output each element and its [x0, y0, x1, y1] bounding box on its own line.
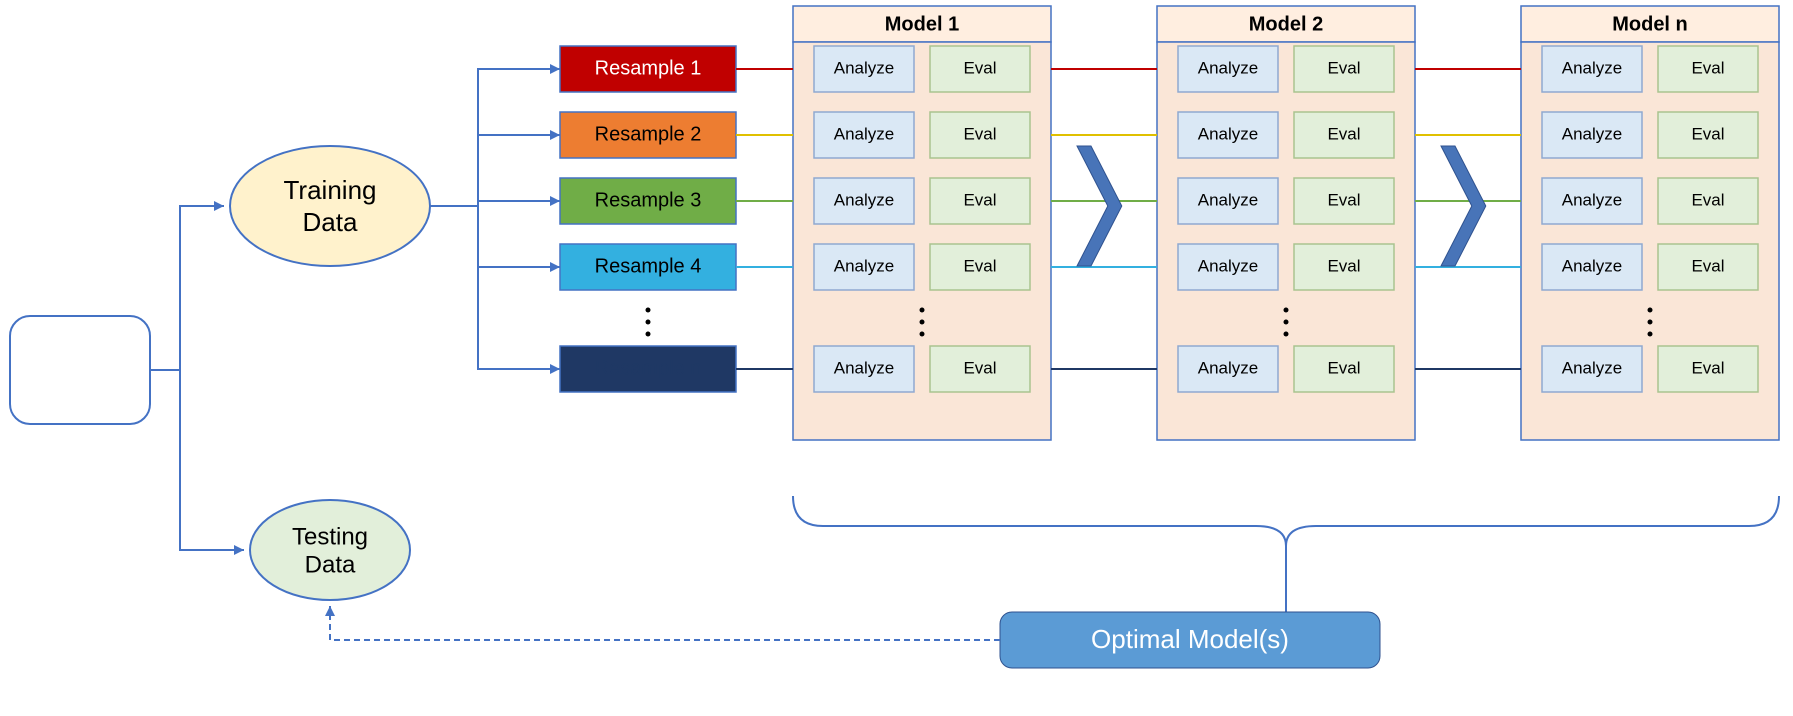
- edge-source-to-training: [150, 206, 224, 370]
- analyze-label: Analyze: [1198, 256, 1258, 275]
- analyze-label: Analyze: [1562, 190, 1622, 209]
- source-box: [10, 316, 150, 424]
- eval-label: Eval: [1691, 190, 1724, 209]
- resample-label: Resample 3: [595, 189, 702, 211]
- eval-label: Eval: [1327, 124, 1360, 143]
- ellipsis-dot: [1648, 308, 1653, 313]
- chevron-icon: [1441, 146, 1486, 266]
- eval-label: Eval: [963, 256, 996, 275]
- ellipsis-dot: [1648, 332, 1653, 337]
- resample-label: Resample 4: [595, 255, 702, 277]
- eval-label: Eval: [963, 358, 996, 377]
- ellipsis-dot: [1284, 332, 1289, 337]
- ellipsis-dot: [920, 320, 925, 325]
- eval-label: Eval: [1691, 256, 1724, 275]
- optimal-label: Optimal Model(s): [1091, 624, 1289, 654]
- testing-label-top: Testing: [292, 523, 368, 550]
- ellipsis-dot: [646, 332, 651, 337]
- edge-source-to-testing: [150, 370, 244, 550]
- ellipsis-dot: [920, 332, 925, 337]
- model-title: Model 1: [885, 13, 959, 35]
- edge-training-to-resample: [430, 135, 560, 206]
- analyze-label: Analyze: [1562, 358, 1622, 377]
- eval-label: Eval: [963, 58, 996, 77]
- eval-label: Eval: [1691, 124, 1724, 143]
- chevron-icon: [1077, 146, 1122, 266]
- resample-label: Resample 2: [595, 123, 702, 145]
- brace: [793, 496, 1779, 546]
- ellipsis-dot: [1284, 320, 1289, 325]
- eval-label: Eval: [1327, 256, 1360, 275]
- ellipsis-dot: [1648, 320, 1653, 325]
- analyze-label: Analyze: [1198, 358, 1258, 377]
- eval-label: Eval: [1327, 358, 1360, 377]
- eval-label: Eval: [963, 190, 996, 209]
- eval-label: Eval: [1691, 58, 1724, 77]
- ellipsis-dot: [920, 308, 925, 313]
- analyze-label: Analyze: [1198, 58, 1258, 77]
- analyze-label: Analyze: [834, 58, 894, 77]
- edge-training-to-resample: [430, 206, 560, 369]
- eval-label: Eval: [1691, 358, 1724, 377]
- model-title: Model n: [1612, 13, 1688, 35]
- model-title: Model 2: [1249, 13, 1323, 35]
- analyze-label: Analyze: [1562, 124, 1622, 143]
- analyze-label: Analyze: [834, 358, 894, 377]
- analyze-label: Analyze: [834, 256, 894, 275]
- analyze-label: Analyze: [1562, 256, 1622, 275]
- ellipsis-dot: [646, 308, 651, 313]
- edge-training-to-resample: [430, 69, 560, 206]
- analyze-label: Analyze: [1198, 190, 1258, 209]
- analyze-label: Analyze: [834, 124, 894, 143]
- training-label-bottom: Data: [303, 207, 358, 237]
- resample-label: Resample 1: [595, 57, 702, 79]
- testing-label-bottom: Data: [305, 551, 356, 578]
- training-label-top: Training: [284, 175, 377, 205]
- ellipsis-dot: [1284, 308, 1289, 313]
- analyze-label: Analyze: [1562, 58, 1622, 77]
- analyze-label: Analyze: [834, 190, 894, 209]
- edge-optimal-to-testing: [330, 606, 1000, 640]
- edge-training-to-resample: [430, 206, 560, 267]
- analyze-label: Analyze: [1198, 124, 1258, 143]
- resample-label: Resample n: [595, 357, 702, 379]
- ellipsis-dot: [646, 320, 651, 325]
- eval-label: Eval: [963, 124, 996, 143]
- eval-label: Eval: [1327, 58, 1360, 77]
- eval-label: Eval: [1327, 190, 1360, 209]
